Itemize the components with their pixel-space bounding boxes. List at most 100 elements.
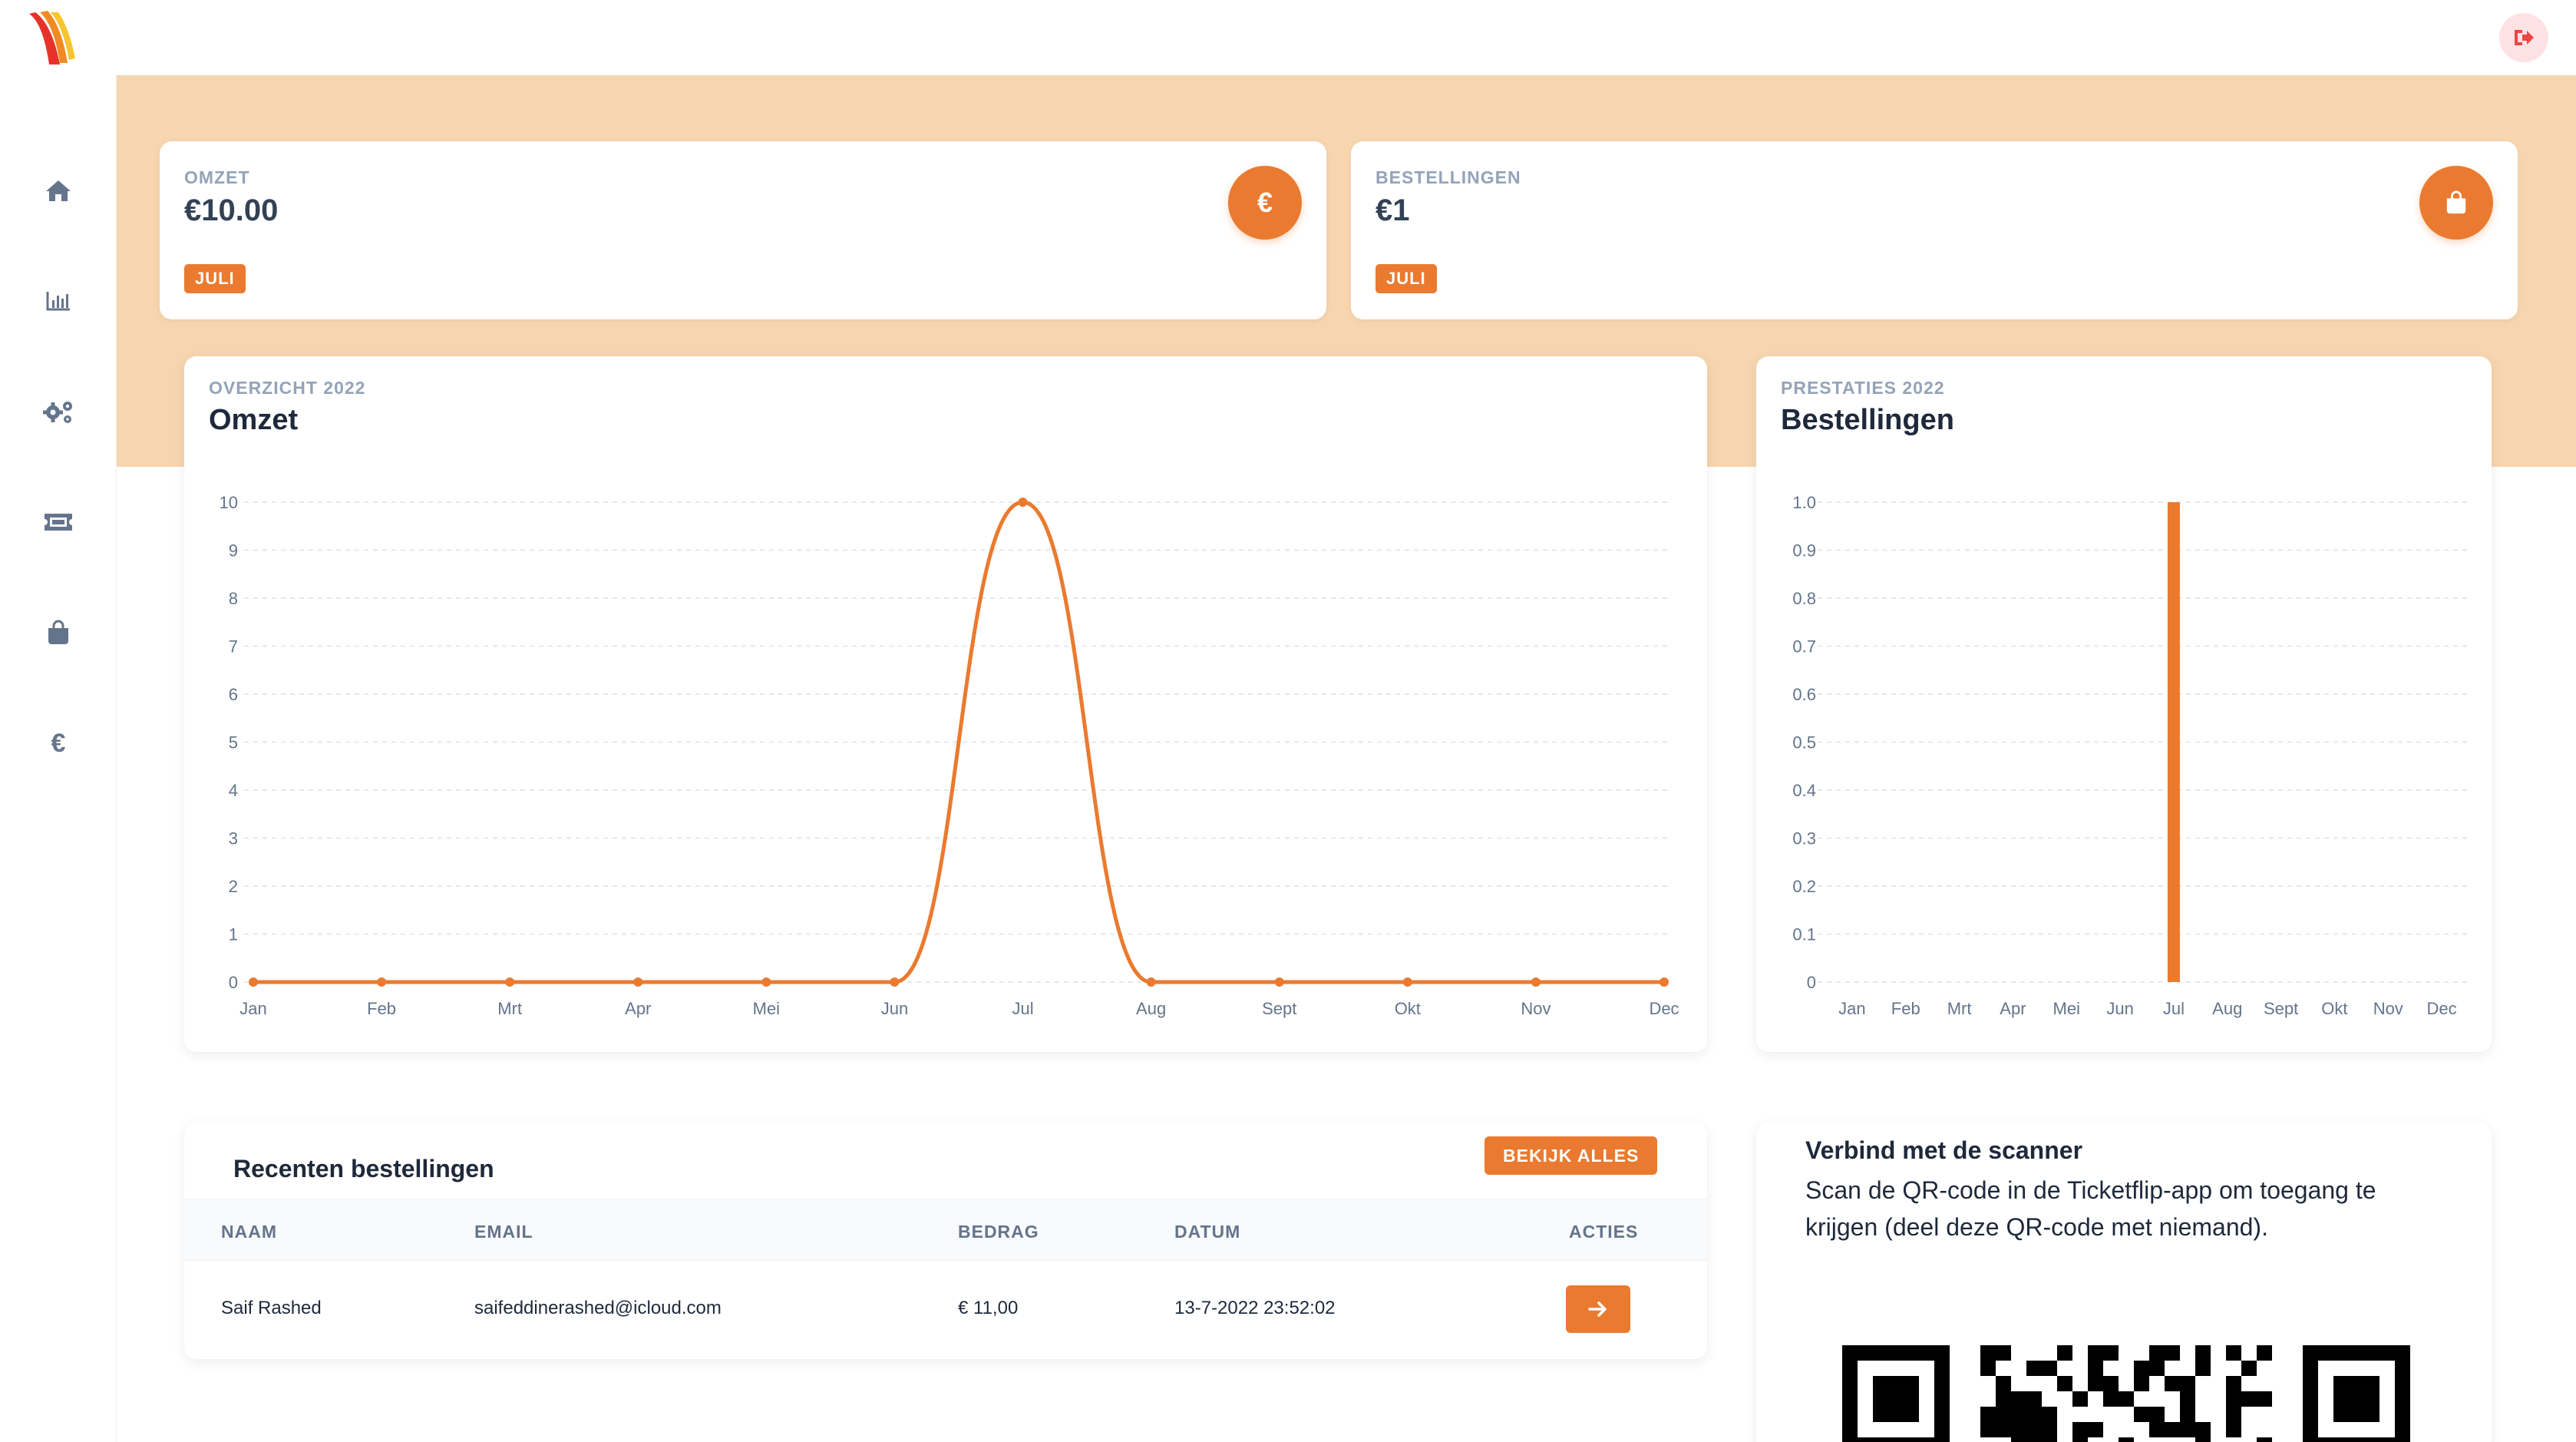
x-tick-label: Apr: [2000, 999, 2026, 1018]
x-tick-label: Nov: [1521, 999, 1551, 1018]
y-tick-label: 0.5: [1792, 733, 1816, 752]
ticketflip-logo-icon[interactable]: [23, 8, 81, 66]
x-tick-label: Jan: [1838, 999, 1865, 1018]
qr-module: [2134, 1407, 2149, 1422]
column-header-date: DATUM: [1174, 1222, 1241, 1242]
y-tick-label: 3: [229, 829, 238, 848]
arrow-right-icon: [1588, 1301, 1607, 1317]
chart-kicker: OVERZICHT 2022: [209, 378, 366, 398]
stat-value: €1: [1376, 193, 1410, 227]
x-tick-label: Sept: [1262, 999, 1296, 1018]
revenue-line-chart: 0 1 2 3 4 5 6 7 8 9 10 Jan Feb Mrt Apr Mei Jun Jul Aug Sept…: [220, 493, 1679, 1018]
data-point: [249, 977, 258, 987]
x-tick-label: Sept: [2264, 999, 2298, 1018]
data-point: [1274, 977, 1284, 987]
sidebar-item-home[interactable]: [32, 164, 84, 217]
order-date: 13-7-2022 23:52:02: [1174, 1298, 1336, 1318]
bar-chart-icon: [46, 292, 70, 311]
qr-module: [2226, 1376, 2241, 1391]
qr-finder-core: [1873, 1376, 1919, 1422]
y-tick-label: 10: [220, 493, 238, 512]
x-tick-label: Okt: [2321, 999, 2347, 1018]
x-tick-label: Mrt: [1947, 999, 1972, 1018]
bar: [2167, 502, 2180, 982]
qr-module: [2011, 1422, 2026, 1437]
y-tick-label: 0.4: [1792, 781, 1816, 800]
sidebar: €: [0, 75, 117, 1442]
sidebar-item-statistics[interactable]: [32, 275, 84, 327]
qr-code-icon: [1842, 1345, 2410, 1442]
y-tick-label: 0.2: [1792, 877, 1816, 896]
order-amount: € 11,00: [958, 1298, 1019, 1318]
ticket-icon: [45, 514, 72, 531]
qr-module: [2195, 1422, 2211, 1437]
sidebar-item-settings[interactable]: [32, 385, 84, 438]
x-tick-label: Mrt: [497, 999, 522, 1018]
y-tick-label: 0: [229, 973, 238, 992]
qr-module: [2180, 1422, 2195, 1437]
qr-module: [2011, 1407, 2026, 1422]
y-tick-label: 1: [229, 925, 238, 944]
data-point: [1018, 498, 1028, 507]
qr-module: [2072, 1437, 2088, 1442]
x-tick-label: Okt: [1395, 999, 1421, 1018]
sidebar-item-orders[interactable]: [32, 607, 84, 659]
scanner-title: Verbind met de scanner: [1805, 1136, 2083, 1164]
qr-module: [2226, 1422, 2241, 1437]
sidebar-item-tickets[interactable]: [32, 496, 84, 548]
x-tick-label: Dec: [1649, 999, 1679, 1018]
qr-module: [1996, 1422, 2011, 1437]
data-point: [1146, 977, 1156, 987]
euro-icon: €: [1228, 166, 1302, 240]
x-tick-label: Mei: [2053, 999, 2080, 1018]
stat-label: OMZET: [184, 167, 250, 187]
chart-title: Bestellingen: [1781, 404, 1954, 436]
qr-module: [2057, 1345, 2072, 1361]
y-tick-label: 5: [229, 733, 238, 752]
qr-module: [2165, 1345, 2180, 1361]
qr-module: [2026, 1391, 2042, 1407]
logout-icon: [2515, 30, 2534, 45]
x-tick-label: Jul: [1012, 999, 1033, 1018]
qr-module: [2195, 1361, 2211, 1376]
qr-module: [2088, 1376, 2103, 1391]
qr-module: [1996, 1407, 2011, 1422]
y-tick-label: 0.9: [1792, 541, 1816, 561]
qr-module: [2026, 1422, 2042, 1437]
x-tick-label: Feb: [1891, 999, 1920, 1018]
x-tick-label: Dec: [2427, 999, 2457, 1018]
y-tick-label: 4: [229, 781, 238, 800]
x-tick-label: Nov: [2373, 999, 2403, 1018]
scanner-card: Verbind met de scanner Scan de QR-code i…: [1756, 1123, 2492, 1442]
qr-module: [2011, 1391, 2026, 1407]
x-tick-label: Jul: [2163, 999, 2185, 1018]
qr-module: [2026, 1407, 2042, 1422]
view-order-button[interactable]: [1566, 1285, 1630, 1333]
logout-button[interactable]: [2499, 13, 2548, 62]
qr-module: [2088, 1345, 2103, 1361]
y-tick-label: 2: [229, 877, 238, 896]
recent-orders-card: Recenten bestellingen BEKIJK ALLES NAAM …: [184, 1123, 1707, 1359]
x-tick-label: Jun: [2106, 999, 2133, 1018]
view-all-button[interactable]: BEKIJK ALLES: [1485, 1136, 1658, 1175]
stat-value: €10.00: [184, 193, 279, 227]
qr-module: [1980, 1422, 1996, 1437]
x-tick-label: Mei: [753, 999, 780, 1018]
qr-module: [2165, 1376, 2180, 1391]
chart-kicker: PRESTATIES 2022: [1781, 378, 1945, 398]
sidebar-item-payments[interactable]: €: [32, 717, 84, 769]
qr-module: [2241, 1391, 2257, 1407]
qr-module: [2011, 1437, 2026, 1442]
data-point: [1402, 977, 1412, 987]
qr-module: [2134, 1376, 2149, 1391]
y-tick-label: 0.8: [1792, 589, 1816, 608]
qr-module: [2042, 1437, 2057, 1442]
qr-module: [2149, 1407, 2165, 1422]
qr-module: [2088, 1361, 2103, 1376]
qr-module: [2149, 1422, 2165, 1437]
y-tick-label: 9: [229, 541, 238, 561]
qr-module: [2180, 1376, 2195, 1391]
qr-module: [2226, 1391, 2241, 1407]
order-email: saifeddinerashed@icloud.com: [474, 1298, 722, 1318]
